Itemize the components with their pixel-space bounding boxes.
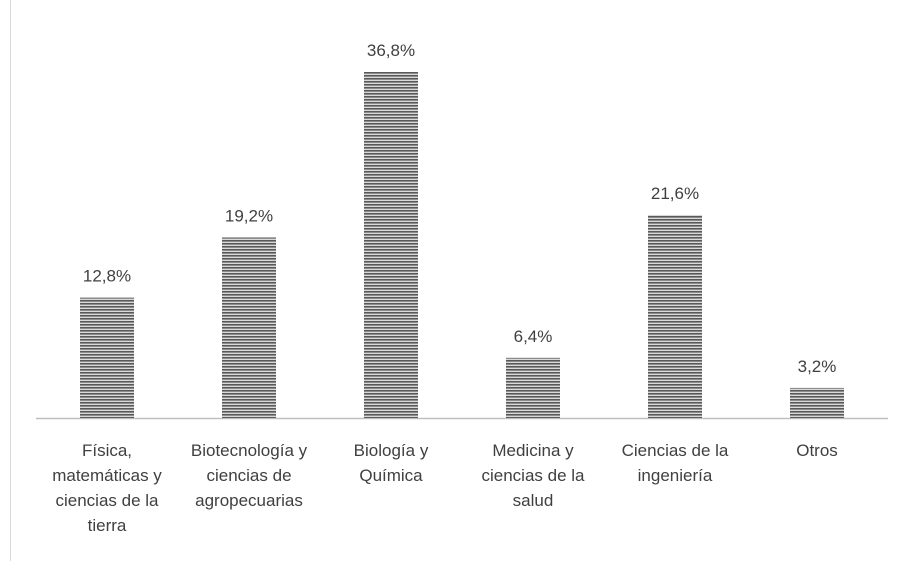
- x-tick-label: Biología y Química: [353, 441, 429, 485]
- data-label: 6,4%: [514, 327, 553, 346]
- bar: [364, 72, 418, 418]
- data-label: 36,8%: [367, 41, 415, 60]
- x-tick-label: Otros: [796, 441, 838, 460]
- data-label: 3,2%: [798, 357, 837, 376]
- x-tick-label: Medicina y ciencias de la salud: [481, 441, 585, 510]
- x-tick-label: Ciencias de la ingeniería: [621, 441, 729, 485]
- bar: [506, 357, 560, 418]
- bar: [790, 387, 844, 418]
- bar: [222, 237, 276, 418]
- data-label: 21,6%: [651, 184, 699, 203]
- data-label: 12,8%: [83, 267, 131, 286]
- chart-border: [10, 0, 11, 561]
- data-label: 19,2%: [225, 206, 273, 225]
- x-tick-label: Física, matemáticas y ciencias de la tie…: [52, 441, 162, 535]
- x-tick-label: Biotecnología y ciencias de agropecuaria…: [190, 441, 308, 510]
- bar: [648, 214, 702, 418]
- bar: [80, 297, 134, 418]
